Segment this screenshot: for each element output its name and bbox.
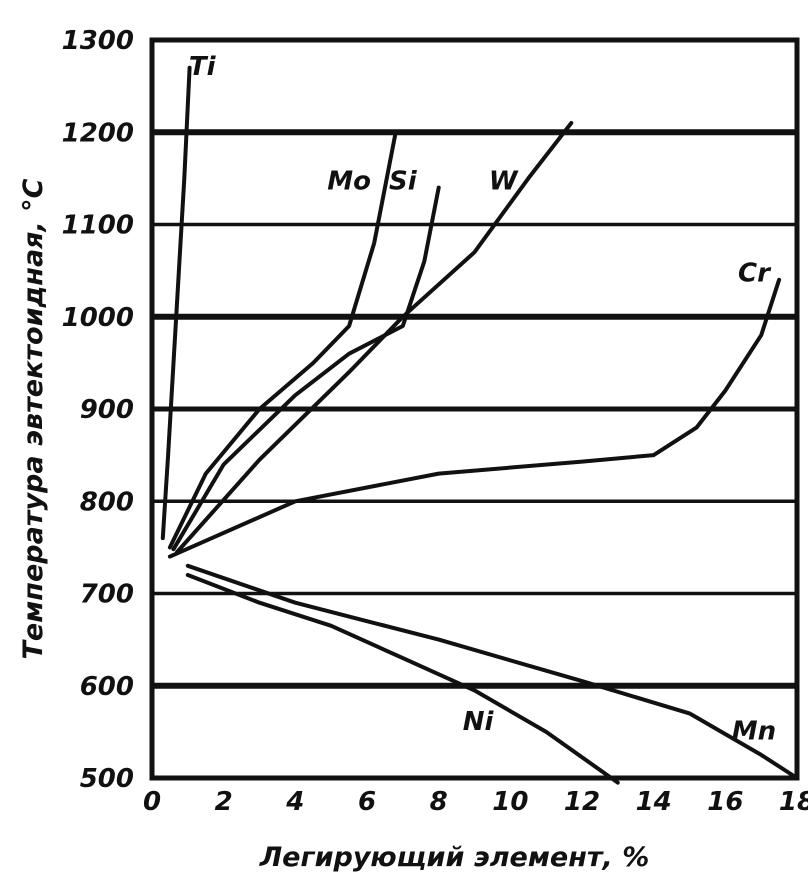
y-tick-label-800: 800 bbox=[80, 487, 134, 517]
y-tick-label-1100: 1100 bbox=[62, 211, 134, 241]
series-line-ti bbox=[160, 65, 192, 541]
series-label-si: Si bbox=[389, 166, 418, 196]
series-line-ni bbox=[185, 573, 620, 785]
x-tick-label-14: 14 bbox=[636, 787, 672, 817]
series-label-mo: Mo bbox=[327, 166, 371, 196]
x-tick-label-12: 12 bbox=[564, 787, 600, 817]
series-label-ni: Ni bbox=[463, 707, 495, 737]
series-label-cr: Cr bbox=[738, 259, 772, 289]
x-tick-label-16: 16 bbox=[707, 787, 743, 817]
series-label-ti: Ti bbox=[189, 52, 217, 82]
y-axis-title: Температура эвтектоидная, °C bbox=[18, 178, 49, 659]
x-tick-label-2: 2 bbox=[215, 787, 233, 817]
y-tick-label-500: 500 bbox=[80, 764, 134, 794]
series-label-mn: Mn bbox=[732, 716, 776, 746]
y-tick-label-600: 600 bbox=[80, 672, 134, 702]
tick-layer: 500 600 700 800 900 1000 1100 1200 1300 0 2 4 6 8 10 12… bbox=[62, 26, 808, 817]
x-tick-label-18: 18 bbox=[779, 787, 808, 817]
x-tick-label-8: 8 bbox=[430, 787, 448, 817]
series-label-w: W bbox=[489, 166, 519, 196]
series-line-w bbox=[175, 121, 574, 554]
series-line-si bbox=[171, 185, 441, 552]
y-tick-label-1300: 1300 bbox=[62, 26, 134, 56]
y-tick-label-900: 900 bbox=[80, 395, 134, 425]
x-axis-title: Легирующий элемент, % bbox=[259, 842, 650, 873]
x-tick-label-0: 0 bbox=[143, 787, 161, 817]
y-tick-label-700: 700 bbox=[80, 580, 134, 610]
plot-frame bbox=[149, 37, 800, 781]
series-line-mn bbox=[185, 563, 799, 780]
label-layer: Ti Mo Si W Cr Ni Mn bbox=[189, 52, 776, 746]
y-tick-label-1200: 1200 bbox=[62, 118, 134, 148]
y-tick-label-1000: 1000 bbox=[62, 303, 134, 333]
x-tick-label-6: 6 bbox=[358, 787, 376, 817]
grid-layer bbox=[152, 129, 797, 689]
series-line-mo bbox=[167, 130, 398, 550]
x-tick-label-10: 10 bbox=[492, 787, 528, 817]
x-tick-label-4: 4 bbox=[285, 787, 304, 817]
series-line-cr bbox=[167, 277, 782, 559]
series-layer bbox=[160, 65, 799, 785]
